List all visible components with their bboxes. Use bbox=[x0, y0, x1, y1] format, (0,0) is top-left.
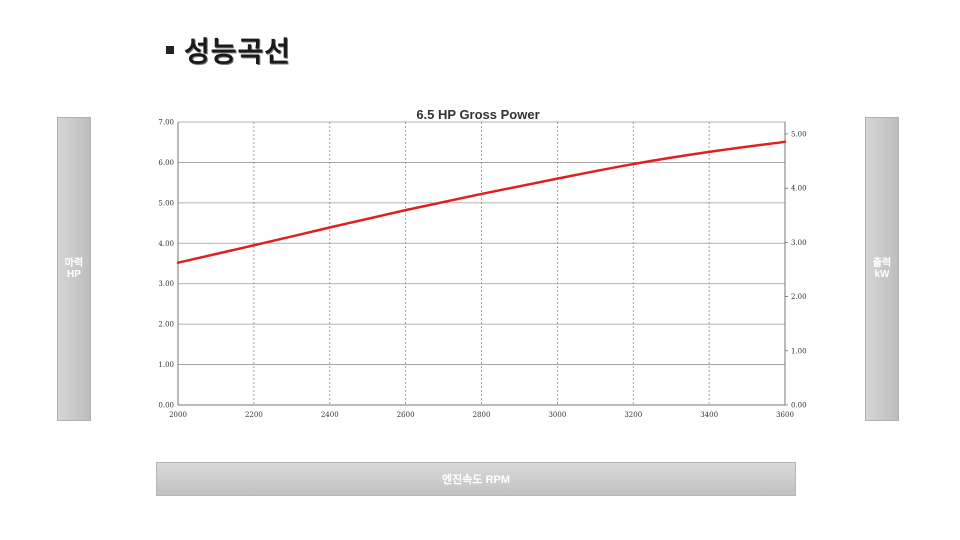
y-tick-label: 3.00 bbox=[158, 280, 174, 288]
y2-tick-label: 0.00 bbox=[791, 402, 807, 410]
y-tick-label: 4.00 bbox=[158, 240, 174, 248]
y2-tick-label: 5.00 bbox=[791, 130, 807, 138]
chart-series bbox=[176, 140, 787, 264]
y-tick-label: 1.00 bbox=[158, 361, 174, 369]
x-tick-label: 2400 bbox=[321, 411, 339, 419]
y2-tick-label: 4.00 bbox=[791, 185, 807, 193]
right-axis-label-line2: kW bbox=[874, 269, 890, 280]
y2-tick-label: 1.00 bbox=[791, 347, 807, 355]
chart-title: 6.5 HP Gross Power bbox=[416, 107, 539, 122]
bottom-axis-label: 엔진속도 RPM bbox=[442, 474, 510, 486]
y-tick-label: 5.00 bbox=[158, 199, 174, 207]
x-tick-label: 3400 bbox=[700, 411, 718, 419]
x-tick-label: 3200 bbox=[624, 411, 642, 419]
power-chart: 6.5 HP Gross Power 0.00 1.00 2.00 3.00 4.00 5… bbox=[158, 107, 807, 419]
y-tick-label: 2.00 bbox=[158, 321, 174, 329]
y2-tick-label: 2.00 bbox=[791, 293, 807, 301]
right-axis-label-line1: 출력 bbox=[872, 258, 892, 269]
x-tick-label: 2200 bbox=[245, 411, 263, 419]
x-tick-label: 3600 bbox=[776, 411, 794, 419]
slide-title-text: 성능곡선 bbox=[184, 35, 292, 68]
chart-grid bbox=[178, 121, 785, 406]
x-tick-label: 2800 bbox=[473, 411, 491, 419]
slide-title: 성능곡선 bbox=[166, 30, 291, 70]
x-tick-label: 2600 bbox=[397, 411, 415, 419]
bottom-axis-label-bar: 엔진속도 RPM bbox=[156, 462, 796, 496]
x-tick-label: 3000 bbox=[548, 411, 566, 419]
y-tick-label: 6.00 bbox=[158, 159, 174, 167]
left-axis-label-bar: 마력 HP bbox=[57, 117, 91, 421]
x-tick-label: 2000 bbox=[169, 411, 187, 419]
y2-tick-label: 3.00 bbox=[791, 239, 807, 247]
right-axis-label-bar: 출력 kW bbox=[865, 117, 899, 421]
title-bullet-icon bbox=[166, 46, 174, 54]
y-tick-label: 7.00 bbox=[158, 119, 174, 127]
left-axis-label-line2: HP bbox=[67, 269, 81, 280]
y-tick-label: 0.00 bbox=[158, 402, 174, 410]
left-axis-label-line1: 마력 bbox=[64, 258, 84, 269]
power-curve-line bbox=[176, 140, 787, 264]
